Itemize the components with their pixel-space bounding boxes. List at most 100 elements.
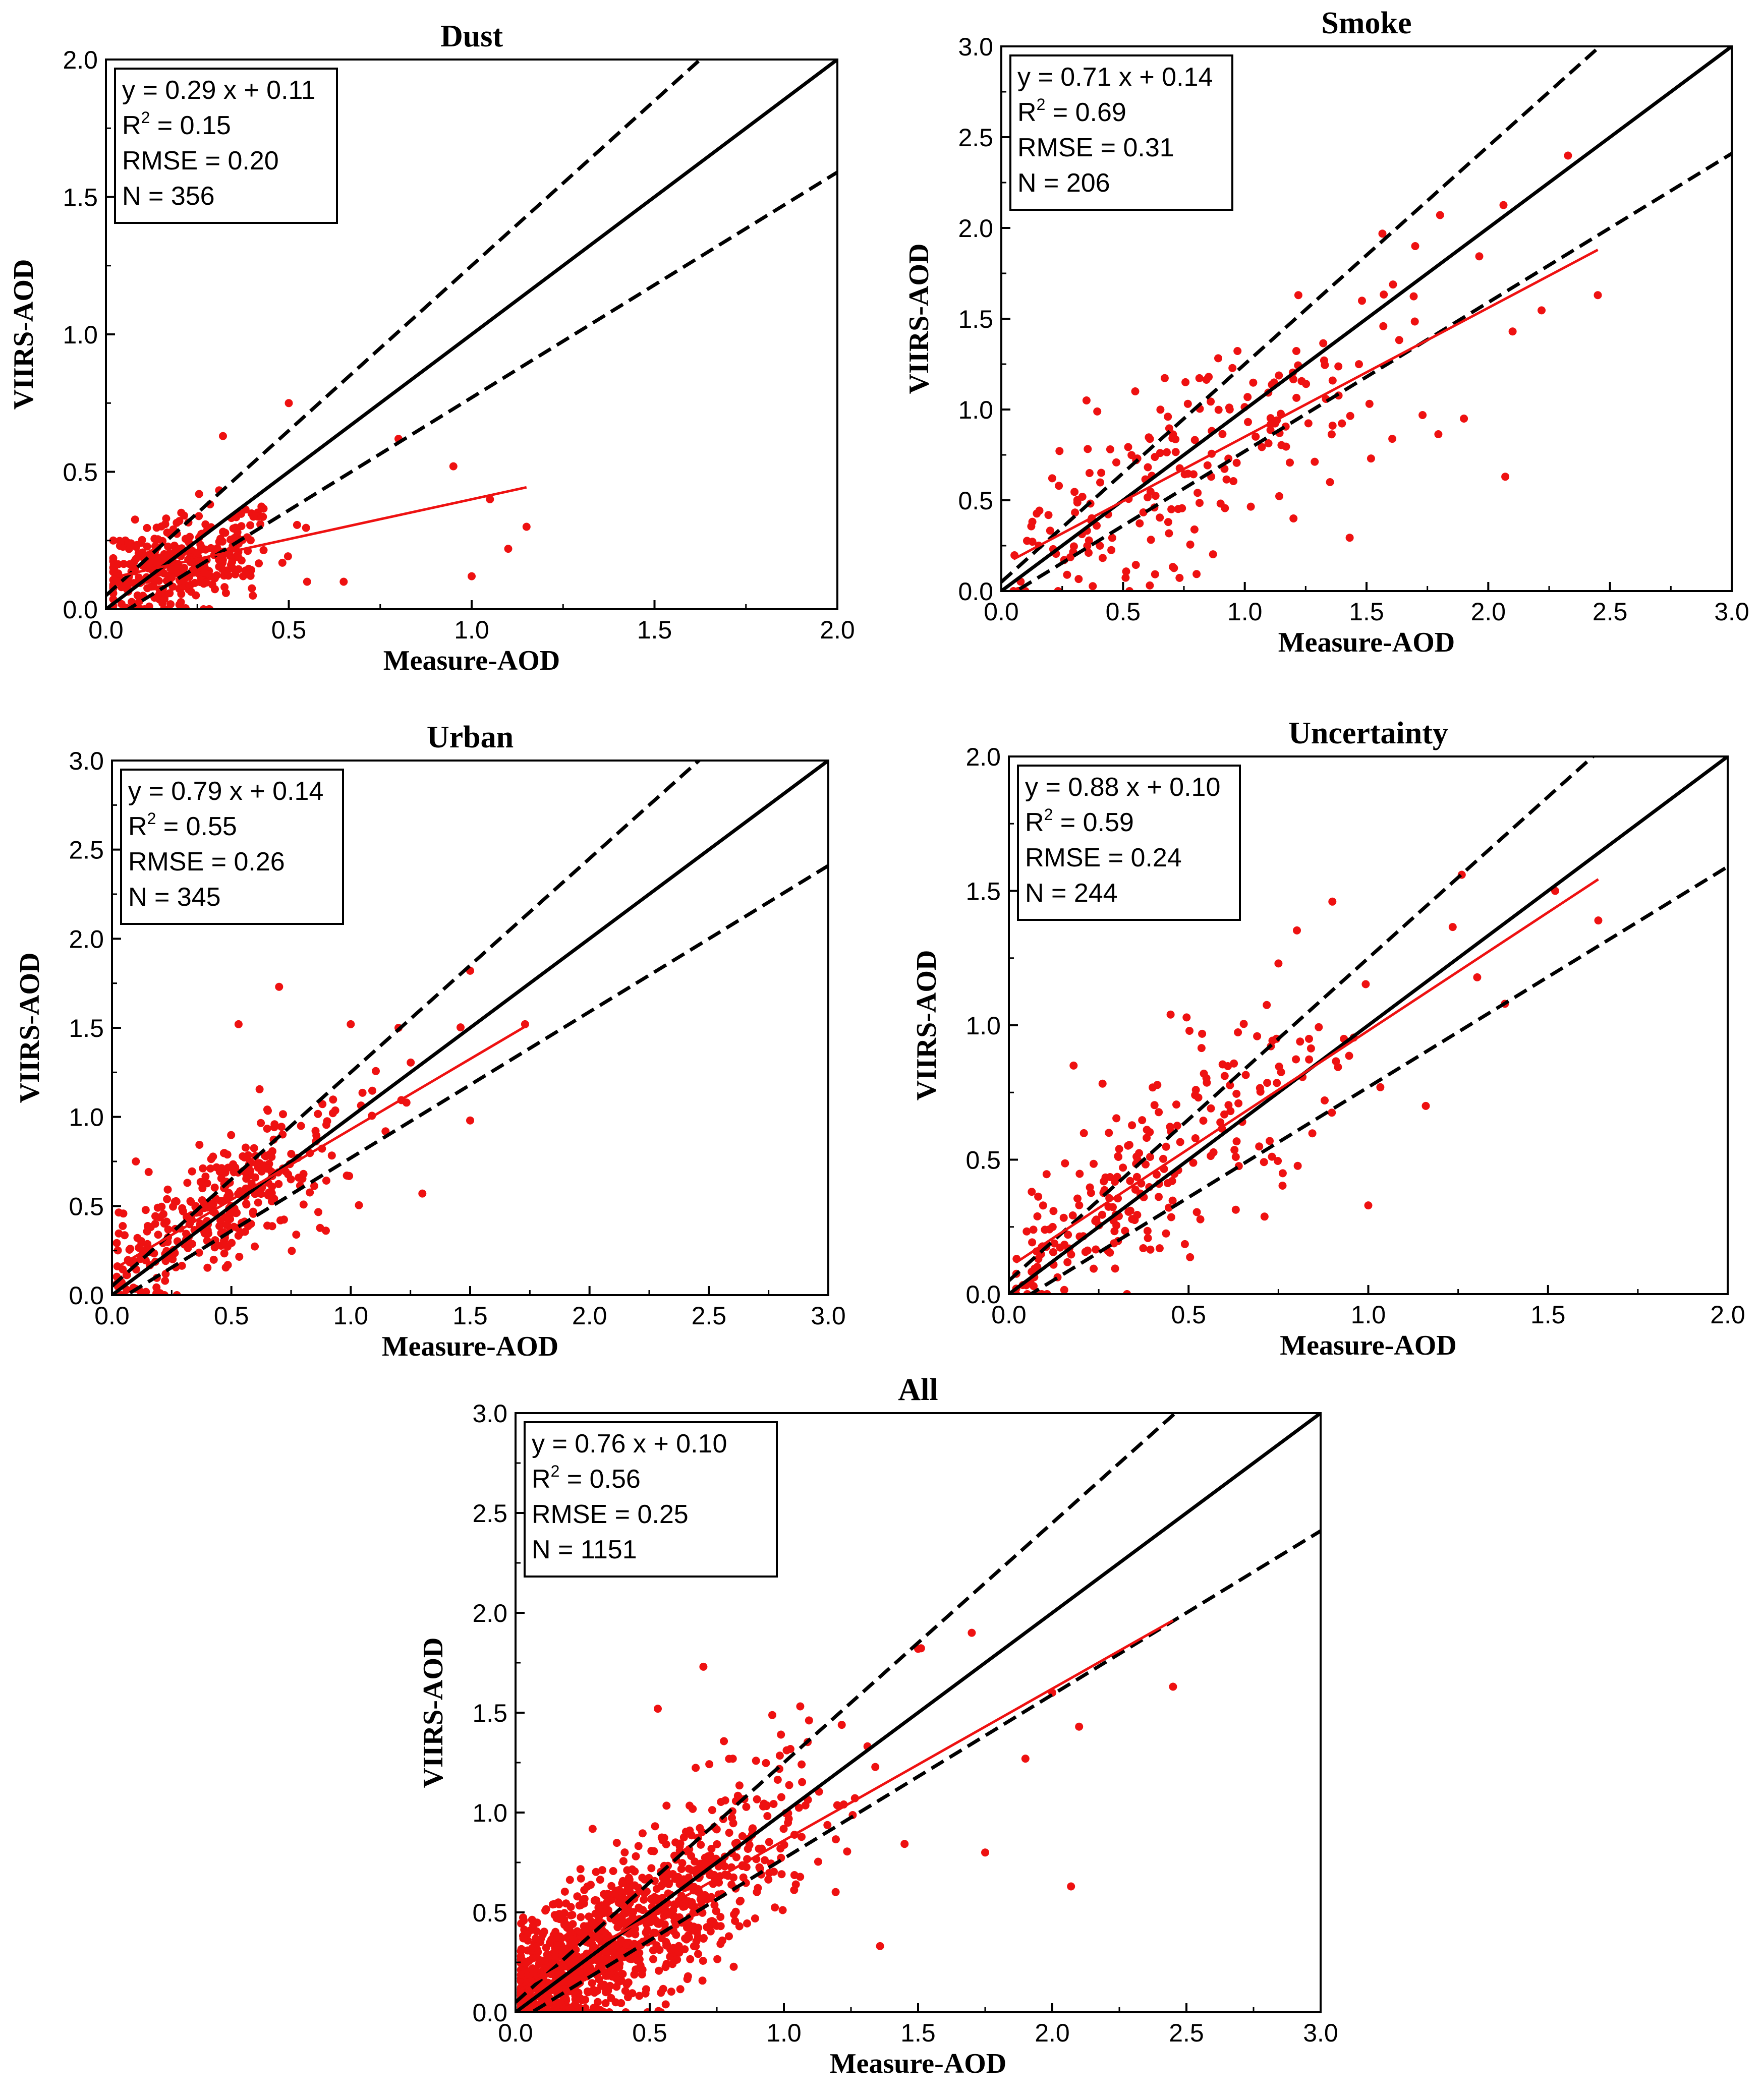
data-point: [263, 1125, 271, 1133]
data-point: [592, 1956, 601, 1964]
data-point: [167, 573, 176, 581]
data-point: [257, 502, 266, 511]
data-point: [534, 1948, 542, 1956]
data-point: [1411, 242, 1419, 250]
data-point: [655, 1946, 664, 1954]
data-point: [1096, 542, 1104, 550]
data-point: [753, 1795, 761, 1803]
data-point: [1128, 1121, 1136, 1130]
data-point: [167, 1253, 176, 1262]
stats-r2: R2 = 0.55: [128, 809, 237, 841]
data-point: [1182, 1013, 1191, 1022]
data-point: [1278, 1182, 1287, 1190]
data-point: [713, 1840, 721, 1848]
data-point: [1222, 475, 1231, 484]
data-point: [1230, 1146, 1239, 1154]
data-point: [622, 1980, 631, 1989]
data-point: [651, 1929, 660, 1937]
data-point: [201, 1172, 210, 1181]
data-point: [1067, 1882, 1075, 1891]
y-tick-label: 1.5: [965, 878, 1001, 906]
regression-line: [116, 1025, 526, 1269]
data-point: [1296, 1037, 1304, 1046]
data-point: [610, 1889, 618, 1898]
data-point: [566, 1911, 575, 1919]
data-point: [1305, 1034, 1313, 1043]
data-point: [143, 1240, 152, 1248]
upper-envelope-line: [1001, 46, 1603, 584]
data-point: [329, 1095, 337, 1104]
data-point: [720, 1737, 728, 1745]
data-point: [1460, 415, 1468, 423]
data-point: [468, 572, 476, 580]
data-point: [805, 1716, 813, 1725]
scatter-points: [109, 399, 531, 609]
data-point: [1055, 482, 1063, 490]
data-point: [1096, 478, 1104, 487]
data-point: [1028, 1238, 1037, 1247]
data-point: [765, 1838, 773, 1846]
data-point: [686, 1801, 694, 1810]
data-point: [1195, 374, 1204, 382]
data-point: [1070, 488, 1079, 496]
data-point: [193, 549, 201, 557]
one-to-one-line: [112, 761, 828, 1295]
data-point: [259, 546, 268, 554]
data-point: [109, 560, 118, 569]
data-point: [798, 1778, 807, 1786]
data-point: [588, 1979, 596, 1988]
data-point: [1168, 1177, 1176, 1185]
data-point: [699, 1957, 707, 1965]
data-point: [203, 1263, 212, 1272]
data-point: [246, 536, 255, 545]
data-point: [149, 582, 158, 591]
data-point: [618, 1969, 627, 1978]
data-point: [580, 1886, 589, 1894]
data-point: [1564, 151, 1572, 160]
y-tick-label: 1.5: [958, 305, 993, 333]
data-point: [752, 1757, 760, 1765]
data-point: [161, 1276, 169, 1285]
data-point: [587, 1881, 595, 1889]
data-point: [187, 580, 195, 589]
data-point: [629, 1913, 637, 1921]
stats-r2: R2 = 0.56: [532, 1462, 641, 1494]
stats-r2: R2 = 0.69: [1017, 95, 1126, 127]
data-point: [1146, 435, 1154, 443]
data-point: [1079, 1129, 1088, 1137]
data-point: [150, 535, 159, 543]
data-point: [1199, 1117, 1208, 1125]
stats-n: N = 1151: [532, 1535, 637, 1564]
data-point: [769, 1800, 778, 1808]
data-point: [638, 1874, 647, 1882]
data-point: [263, 1105, 271, 1114]
data-point: [316, 1223, 324, 1232]
data-point: [1378, 229, 1387, 238]
data-point: [699, 1935, 708, 1943]
x-axis-label: Measure-AOD: [1278, 627, 1455, 658]
data-point: [124, 578, 132, 587]
data-point: [1192, 1208, 1201, 1216]
data-point: [1138, 1116, 1147, 1125]
data-point: [526, 1990, 534, 1998]
data-point: [1162, 1229, 1170, 1238]
data-point: [116, 537, 124, 545]
data-point: [310, 1182, 318, 1190]
data-point: [679, 1902, 688, 1911]
data-point: [1098, 1210, 1106, 1219]
data-point: [1121, 1227, 1129, 1235]
y-tick-label: 0.0: [472, 1999, 507, 2027]
data-point: [166, 600, 175, 609]
data-point: [528, 1915, 536, 1924]
data-point: [1346, 412, 1354, 420]
data-point: [638, 1970, 646, 1978]
data-point: [1163, 448, 1171, 456]
data-point: [1125, 1141, 1133, 1149]
data-point: [596, 1908, 604, 1916]
x-tick-label: 0.0: [88, 616, 124, 644]
data-point: [779, 1825, 788, 1833]
data-point: [640, 1895, 648, 1904]
data-point: [219, 432, 227, 440]
data-point: [132, 555, 140, 563]
data-point: [1249, 378, 1258, 387]
